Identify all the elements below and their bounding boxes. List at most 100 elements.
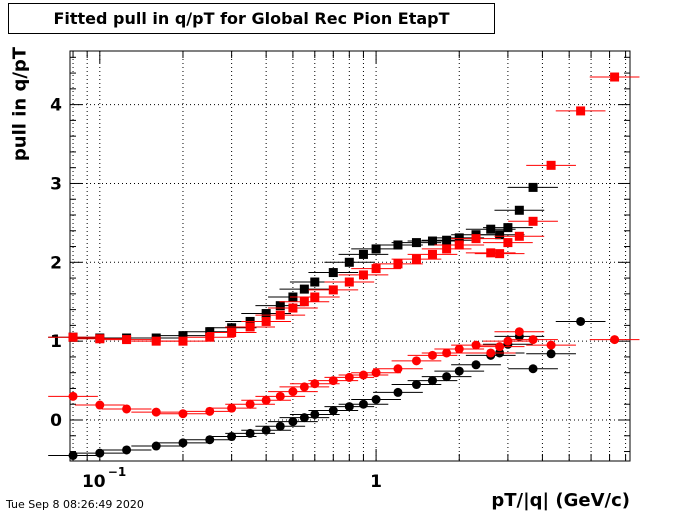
data-point	[358, 370, 368, 380]
x-tick-label: 1	[370, 472, 382, 492]
data-point	[528, 182, 538, 192]
data-point	[486, 348, 496, 358]
data-point	[528, 364, 538, 374]
data-point	[122, 404, 132, 414]
data-point	[471, 234, 481, 244]
data-point	[68, 332, 78, 342]
data-point	[328, 285, 338, 295]
data-point	[245, 322, 255, 332]
data-point	[528, 335, 538, 345]
data-point	[178, 438, 188, 448]
data-point	[205, 332, 215, 342]
data-point	[411, 238, 421, 248]
data-point	[486, 248, 496, 258]
data-point	[178, 331, 188, 341]
data-point	[261, 309, 271, 319]
data-point	[514, 327, 524, 337]
data-point	[503, 223, 513, 233]
data-point	[442, 372, 452, 382]
data-point	[288, 417, 298, 427]
data-point	[245, 428, 255, 438]
data-point	[393, 240, 403, 250]
y-tick-label: 3	[50, 174, 62, 194]
y-tick-label: 4	[50, 96, 62, 116]
data-point	[371, 368, 381, 378]
data-point	[371, 244, 381, 254]
data-point	[205, 327, 215, 337]
data-point	[95, 334, 105, 344]
data-point	[411, 380, 421, 390]
data-point	[328, 376, 338, 386]
data-point	[299, 297, 309, 307]
data-point	[310, 292, 320, 302]
data-point	[227, 323, 237, 333]
timestamp: Tue Sep 8 08:26:49 2020	[6, 498, 144, 511]
data-point	[454, 233, 464, 243]
data-point	[68, 391, 78, 401]
data-point	[227, 403, 237, 413]
data-point	[151, 407, 161, 417]
data-point	[442, 235, 452, 245]
data-point	[261, 425, 271, 435]
series-3	[48, 327, 640, 419]
data-point	[576, 316, 586, 326]
data-point	[427, 376, 437, 386]
data-point	[393, 364, 403, 374]
data-point	[261, 395, 271, 405]
data-point	[495, 230, 505, 240]
data-point	[371, 395, 381, 404]
data-point	[178, 336, 188, 346]
data-point	[328, 406, 338, 416]
title-box: Fitted pull in q/pT for Global Rec Pion …	[8, 3, 495, 34]
plot-frame	[69, 50, 631, 462]
data-point	[393, 259, 403, 269]
data-point	[68, 450, 78, 460]
data-point	[546, 349, 556, 359]
data-point	[454, 366, 464, 376]
data-point	[442, 244, 452, 254]
data-point	[344, 257, 354, 267]
data-point	[151, 336, 161, 346]
data-point	[299, 413, 309, 423]
data-point	[454, 344, 464, 354]
data-point	[358, 399, 368, 409]
data-point	[227, 432, 237, 442]
chart-title: Fitted pull in q/pT for Global Rec Pion …	[53, 9, 450, 28]
data-point	[471, 340, 481, 350]
series-0	[48, 182, 558, 343]
data-point	[514, 231, 524, 241]
data-point	[95, 448, 105, 458]
data-point	[310, 277, 320, 287]
data-point	[328, 268, 338, 278]
data-point	[371, 264, 381, 274]
data-point	[427, 249, 437, 259]
data-point	[471, 360, 481, 370]
data-point	[275, 310, 285, 320]
data-point	[122, 445, 132, 455]
data-point	[261, 316, 271, 326]
data-point	[454, 240, 464, 250]
data-point	[299, 284, 309, 294]
data-point	[205, 406, 215, 416]
data-point	[275, 421, 285, 431]
data-point	[310, 409, 320, 419]
data-point	[610, 72, 620, 82]
data-point	[503, 238, 513, 248]
y-tick-label: 1	[50, 332, 62, 352]
data-point	[299, 382, 309, 392]
data-point	[344, 277, 354, 287]
x-tick-label: 10	[82, 472, 106, 492]
data-point	[514, 205, 524, 215]
data-point	[95, 400, 105, 410]
data-point	[411, 254, 421, 264]
data-point	[344, 402, 354, 412]
data-point	[358, 270, 368, 280]
series-1	[48, 72, 640, 346]
data-point	[411, 356, 421, 366]
data-point	[503, 336, 513, 346]
data-point	[495, 342, 505, 352]
y-tick-label: 2	[50, 253, 62, 273]
data-point	[427, 350, 437, 360]
x-tick-label-exponent: −1	[108, 465, 126, 479]
